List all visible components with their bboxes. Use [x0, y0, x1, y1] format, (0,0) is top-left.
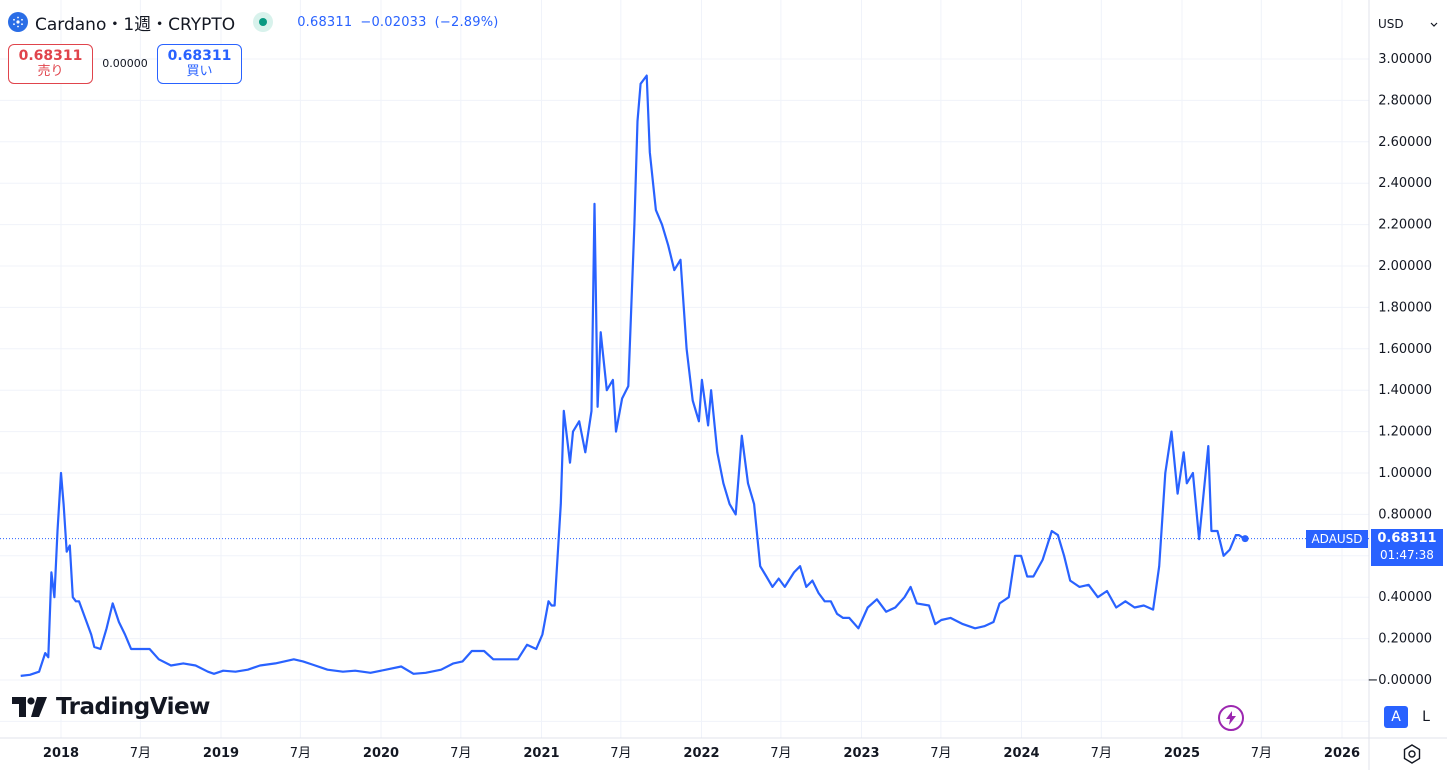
y-tick-label: 2.40000: [1378, 176, 1432, 191]
chart-grid: [0, 0, 1369, 738]
y-tick-label: 3.00000: [1378, 52, 1432, 67]
quote-summary: 0.68311 −0.02033 (−2.89%): [297, 15, 498, 30]
last-price-tag: 0.68311 01:47:38: [1371, 529, 1443, 566]
x-tick-label: 2020: [363, 746, 399, 761]
market-status-icon[interactable]: [253, 12, 274, 32]
x-tick-label: 7月: [130, 746, 151, 761]
settings-icon[interactable]: [1400, 742, 1424, 766]
y-tick-label: 1.80000: [1378, 300, 1432, 315]
y-tick-label: 1.60000: [1378, 342, 1432, 357]
x-tick-label: 2018: [43, 746, 79, 761]
x-tick-label: 7月: [450, 746, 471, 761]
bar-countdown: 01:47:38: [1380, 548, 1434, 562]
price-tag-value: 0.68311: [1377, 531, 1437, 546]
x-tick-label: 7月: [930, 746, 951, 761]
currency-label: USD: [1378, 17, 1404, 31]
x-tick-label: 2019: [203, 746, 239, 761]
price-change: −0.02033: [360, 14, 427, 30]
sell-label: 売り: [37, 64, 64, 79]
logo-text: TradingView: [56, 694, 210, 720]
x-tick-label: 2025: [1164, 746, 1200, 761]
y-tick-label: 0.40000: [1378, 590, 1432, 605]
auto-scale-button[interactable]: A: [1384, 706, 1408, 728]
x-tick-label: 7月: [770, 746, 791, 761]
sell-button[interactable]: 0.68311 売り: [8, 44, 93, 84]
cardano-icon[interactable]: [8, 12, 28, 32]
x-tick-label: 7月: [1251, 746, 1272, 761]
chart-header: Cardano・1週・CRYPTO 0.68311 −0.02033 (−2.89%…: [8, 10, 499, 35]
log-scale-button[interactable]: L: [1422, 709, 1430, 725]
buy-button[interactable]: 0.68311 買い: [157, 44, 242, 84]
spread-value: 0.00000: [102, 57, 148, 70]
x-tick-label: 2022: [683, 746, 719, 761]
x-tick-label: 2023: [843, 746, 879, 761]
last-point-marker: [1241, 535, 1249, 543]
lightning-icon[interactable]: [1218, 705, 1244, 731]
x-tick-label: 2024: [1003, 746, 1039, 761]
y-tick-label: 2.20000: [1378, 218, 1432, 233]
y-tick-label: −0.00000: [1367, 673, 1432, 688]
y-tick-label: 0.20000: [1378, 632, 1432, 647]
x-tick-label: 7月: [610, 746, 631, 761]
currency-select[interactable]: USD: [1372, 10, 1444, 38]
y-tick-label: 2.60000: [1378, 135, 1432, 150]
chevron-down-icon: [1430, 22, 1438, 27]
x-tick-label: 2026: [1324, 746, 1360, 761]
y-tick-label: 2.80000: [1378, 93, 1432, 108]
y-tick-label: 0.80000: [1378, 507, 1432, 522]
y-tick-label: 1.20000: [1378, 425, 1432, 440]
buy-label: 買い: [186, 64, 213, 79]
y-tick-label: 1.00000: [1378, 466, 1432, 481]
x-tick-label: 2021: [523, 746, 559, 761]
y-tick-label: 2.00000: [1378, 259, 1432, 274]
buy-price: 0.68311: [167, 48, 232, 64]
tradingview-logo-icon: [12, 697, 47, 717]
price-series: [0, 74, 1369, 677]
sell-price: 0.68311: [18, 48, 83, 64]
x-tick-label: 7月: [290, 746, 311, 761]
last-price: 0.68311: [297, 14, 353, 30]
price-line: [20, 74, 1246, 677]
symbol-title[interactable]: Cardano・1週・CRYPTO: [35, 14, 236, 35]
tradingview-logo: TradingView: [12, 694, 210, 720]
price-change-percent: (−2.89%): [434, 14, 499, 30]
y-tick-label: 1.40000: [1378, 383, 1432, 398]
symbol-tag: ADAUSD: [1306, 530, 1368, 548]
x-tick-label: 7月: [1091, 746, 1112, 761]
